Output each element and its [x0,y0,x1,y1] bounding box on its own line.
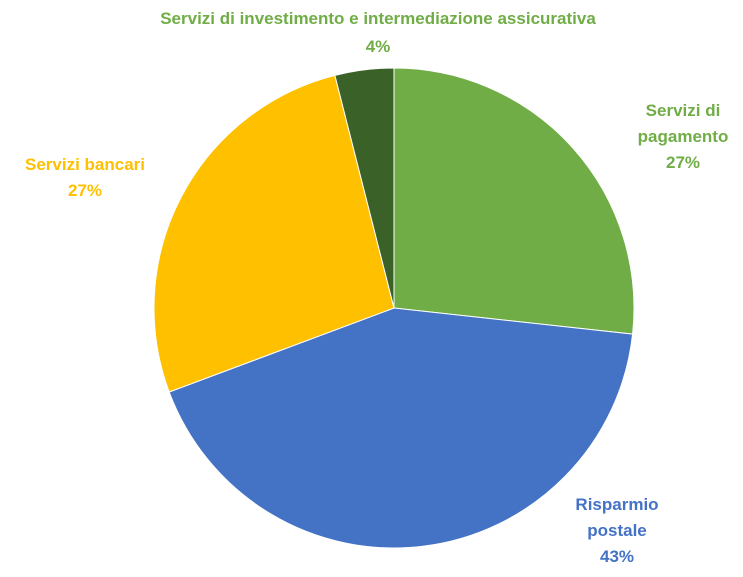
slice-label-pagamento: Servizi di pagamento 27% [638,101,729,172]
slice-label-line: Risparmio [575,495,658,514]
slice-value-label: 27% [666,153,700,172]
slice-label-line: pagamento [638,127,729,146]
slice-value-label: 43% [600,547,634,566]
pie-slice-investimento [334,67,395,309]
slice-label-line: Servizi di investimento e intermediazion… [160,9,596,28]
pie-labels: Servizi di pagamento 27% Risparmio postale 43… [25,9,728,566]
slice-value-label: 27% [68,181,102,200]
slice-value-label: 4% [366,37,391,56]
slice-label-investimento: Servizi di investimento e intermediazion… [160,9,596,56]
pie-slices [153,67,635,549]
slice-label-line: Servizi bancari [25,155,145,174]
slice-label-line: Servizi di [646,101,721,120]
pie-slice-bancari [153,74,395,393]
pie-slice-risparmio [168,307,634,549]
slice-label-risparmio: Risparmio postale 43% [575,495,658,566]
slice-label-bancari: Servizi bancari 27% [25,155,145,200]
pie-slice-pagamento [393,67,635,335]
slice-label-line: postale [587,521,647,540]
